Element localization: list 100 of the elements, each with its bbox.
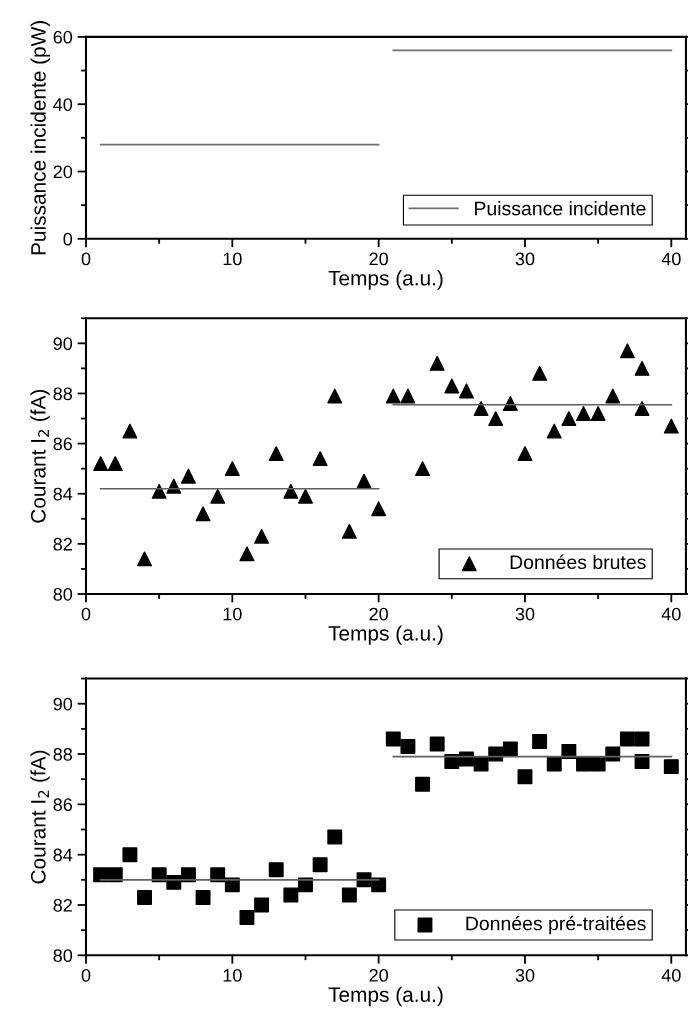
y-tick-label: 88	[53, 747, 73, 761]
point	[415, 776, 431, 792]
point	[239, 910, 255, 926]
point	[107, 456, 123, 472]
point	[298, 488, 313, 504]
point	[371, 877, 387, 893]
y-axis-title: Courant I$_{2}$ (fA)	[30, 750, 50, 884]
x-tick-label: 10	[223, 968, 242, 982]
point	[634, 731, 650, 747]
point	[195, 506, 211, 522]
point	[619, 731, 635, 747]
point	[122, 847, 138, 863]
point	[663, 759, 679, 775]
y-tick-label: 60	[53, 30, 73, 44]
legend-label: Données pré-traitées	[466, 915, 646, 935]
point	[385, 388, 401, 404]
point	[400, 388, 416, 404]
point	[137, 889, 152, 905]
point	[473, 756, 489, 772]
x-tick-label: 10	[223, 607, 242, 621]
point	[429, 355, 445, 371]
point	[546, 423, 562, 439]
point	[590, 406, 606, 421]
point	[590, 756, 606, 772]
point	[180, 468, 196, 484]
x-tick-label: 0	[81, 968, 91, 982]
y-axis-title: Puissance incidente (pW)	[30, 21, 50, 255]
x-tick-label: 40	[661, 252, 681, 266]
point	[517, 769, 533, 785]
point	[458, 751, 474, 767]
y-tick-label: 86	[53, 437, 73, 451]
point	[663, 418, 679, 434]
y-tick-label: 84	[53, 848, 73, 862]
y-tick-label: 20	[53, 165, 73, 179]
point	[458, 383, 474, 399]
point	[415, 461, 431, 477]
point	[239, 546, 255, 562]
point	[356, 473, 372, 489]
y-axis-title: Courant I$_{2}$ (fA)	[30, 389, 50, 523]
point	[93, 456, 109, 472]
point	[312, 451, 328, 467]
point	[268, 862, 284, 878]
point	[371, 501, 387, 517]
point	[619, 343, 635, 359]
point	[210, 488, 226, 504]
point	[634, 360, 650, 376]
point	[283, 887, 299, 903]
point	[429, 736, 445, 752]
point	[327, 829, 343, 845]
point	[576, 756, 591, 772]
x-tick-label: 20	[369, 607, 388, 621]
y-tick-label: 82	[53, 898, 72, 912]
x-axis-title: Temps (a.u.)	[328, 625, 443, 645]
y-tick-label: 0	[63, 232, 73, 246]
point	[488, 411, 504, 426]
point	[634, 401, 650, 416]
point	[385, 731, 401, 747]
point	[341, 887, 357, 903]
y-tick-label: 84	[53, 487, 73, 501]
x-tick-label: 30	[515, 968, 535, 982]
point	[312, 857, 328, 873]
point	[122, 423, 138, 439]
point	[327, 388, 343, 404]
x-tick-label: 40	[661, 968, 681, 982]
legend-label: Puissance incidente	[475, 201, 646, 216]
point	[532, 365, 548, 381]
x-tick-label: 30	[515, 607, 535, 621]
x-tick-label: 20	[369, 968, 388, 982]
x-tick-label: 40	[661, 607, 681, 621]
x-tick-label: 30	[515, 252, 535, 266]
point	[561, 744, 577, 759]
point	[546, 756, 562, 772]
x-tick-label: 0	[81, 252, 91, 266]
point	[605, 388, 621, 404]
y-tick-label: 80	[53, 949, 73, 963]
x-axis-title: Temps (a.u.)	[328, 986, 443, 1007]
y-tick-label: 80	[53, 587, 73, 601]
point	[93, 867, 109, 883]
point	[444, 378, 460, 394]
point	[561, 411, 577, 426]
point	[254, 528, 270, 544]
point	[517, 446, 533, 462]
x-axis-title: Temps (a.u.)	[328, 270, 443, 290]
y-tick-label: 88	[53, 387, 73, 401]
point	[502, 741, 518, 757]
point	[224, 461, 240, 477]
x-tick-label: 20	[369, 252, 388, 266]
x-tick-label: 0	[81, 607, 91, 621]
point	[400, 739, 416, 754]
point	[195, 889, 211, 905]
point	[634, 754, 650, 770]
x-tick-label: 10	[223, 252, 242, 266]
y-tick-label: 40	[53, 98, 73, 111]
y-tick-label: 90	[53, 337, 73, 351]
point	[341, 523, 357, 539]
point	[137, 551, 152, 567]
point	[268, 446, 284, 462]
legend-label: Données brutes	[510, 554, 646, 570]
point	[254, 897, 270, 913]
y-tick-label: 90	[53, 697, 73, 711]
